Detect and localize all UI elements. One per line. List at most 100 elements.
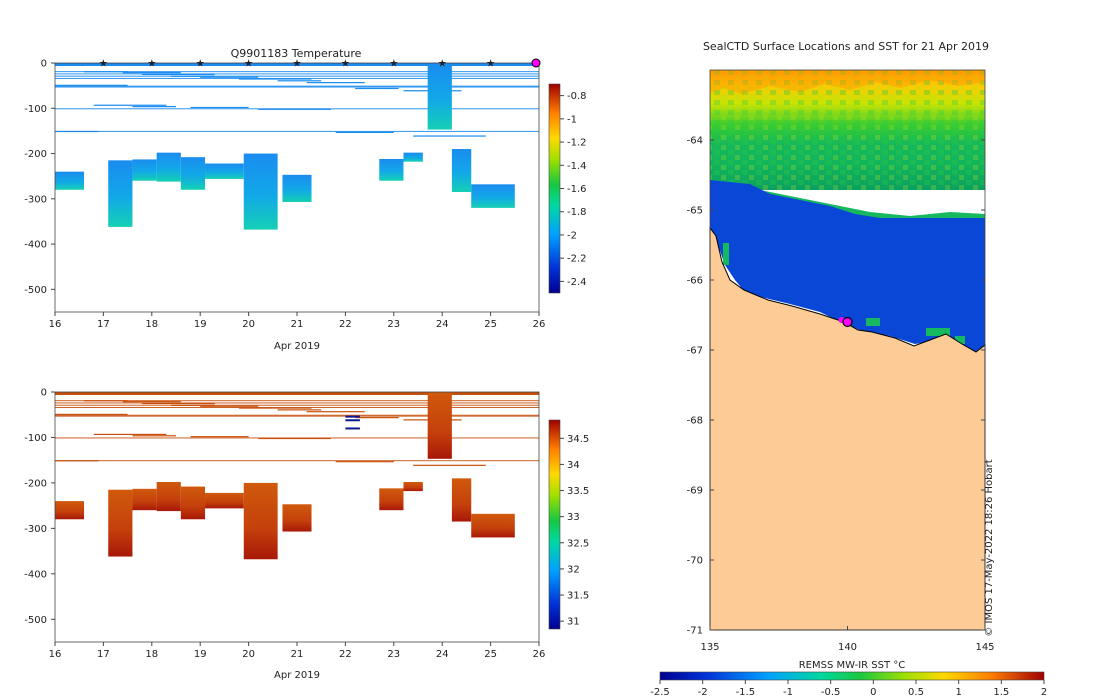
profile-sample bbox=[55, 460, 539, 462]
profile-block bbox=[451, 149, 472, 193]
profile-block bbox=[451, 478, 472, 522]
lon-tick-label: 140 bbox=[838, 642, 857, 653]
sst-colorbar-tick-label: 1.5 bbox=[993, 687, 1009, 698]
sst-colorbar-tick-label: -2.5 bbox=[650, 687, 670, 698]
profile-block bbox=[282, 504, 312, 532]
colorbar-tick-label: 32.5 bbox=[567, 538, 589, 549]
x-tick-label: 23 bbox=[387, 649, 400, 660]
profile-sample bbox=[355, 87, 399, 90]
profile-block bbox=[108, 160, 133, 227]
surface-marker: ★ bbox=[244, 59, 253, 70]
profile-sample bbox=[238, 78, 312, 80]
low-salinity-sample bbox=[345, 419, 360, 422]
salinity-x-axis: 16 17 18 19 20 21 22 23 24 25 26 bbox=[49, 642, 546, 660]
lat-tick-label: -66 bbox=[687, 276, 703, 287]
surface-marker: ★ bbox=[341, 59, 350, 70]
sst-colorbar-tick-label: 0.5 bbox=[908, 687, 924, 698]
surface-layer bbox=[55, 392, 539, 395]
profile-block bbox=[471, 184, 515, 208]
lat-tick-label: -69 bbox=[687, 486, 703, 497]
profile-sample bbox=[55, 75, 539, 77]
low-salinity-sample bbox=[345, 415, 360, 418]
profile-sample bbox=[55, 413, 128, 416]
surface-marker: ★ bbox=[486, 59, 495, 70]
colorbar-tick-label: 31.5 bbox=[567, 591, 589, 602]
sst-texture bbox=[710, 70, 985, 190]
profile-sample bbox=[55, 414, 539, 416]
colorbar-tick-label: -2.4 bbox=[567, 277, 587, 288]
colorbar-tick-label: 34.5 bbox=[567, 434, 589, 445]
x-tick-label: 25 bbox=[484, 319, 497, 330]
profile-block bbox=[132, 159, 157, 181]
profile-block bbox=[471, 513, 515, 538]
sst-colorbar-tick-label: 1 bbox=[955, 687, 961, 698]
colorbar-tick-label: -0.8 bbox=[567, 91, 587, 102]
x-tick-label: 23 bbox=[387, 319, 400, 330]
sst-colorbar-tick-label: 2 bbox=[1041, 687, 1047, 698]
sst-colorbar-label: REMSS MW-IR SST °C bbox=[799, 660, 906, 671]
sst-colorbar-ticks: -2.5 -2 -1.5 -1 -0.5 0 0.5 1 1.5 2 bbox=[650, 680, 1047, 698]
profile-block bbox=[403, 482, 423, 492]
x-tick-label: 17 bbox=[97, 319, 110, 330]
temperature-panel: Q9901183 Temperature 0 -100 -200 -300 -400 -5… bbox=[24, 47, 586, 352]
surface-markers: ★ ★ ★ ★ ★ ★ ★ ★ ★ bbox=[99, 58, 541, 70]
profile-block bbox=[205, 492, 244, 509]
y-tick-label: -200 bbox=[24, 478, 47, 489]
sst-field bbox=[709, 70, 986, 631]
profile-sample bbox=[190, 106, 249, 109]
x-tick-label: 20 bbox=[242, 319, 255, 330]
x-tick-label: 21 bbox=[291, 649, 304, 660]
sst-colorbar-tick-label: -1.5 bbox=[736, 687, 756, 698]
lat-tick-label: -65 bbox=[687, 206, 703, 217]
profile-block bbox=[282, 174, 312, 202]
x-tick-label: 26 bbox=[533, 649, 546, 660]
y-tick-label: -200 bbox=[24, 149, 47, 160]
salinity-colorbar bbox=[548, 419, 561, 630]
antarctic-land bbox=[709, 226, 986, 631]
profile-sample bbox=[190, 436, 249, 438]
salinity-panel: 0 -100 -200 -300 -400 -500 16 17 18 19 20 21 22 23 24… bbox=[24, 388, 589, 682]
profile-block bbox=[55, 171, 85, 190]
profile-sample bbox=[277, 409, 322, 411]
lat-tick-label: -70 bbox=[687, 556, 703, 567]
map-title: SealCTD Surface Locations and SST for 21… bbox=[703, 40, 989, 53]
profile-sample bbox=[55, 77, 539, 79]
lat-tick-label: -67 bbox=[687, 346, 703, 357]
profile-sample bbox=[55, 130, 539, 132]
profile-sample bbox=[306, 82, 365, 84]
temperature-title: Q9901183 Temperature bbox=[231, 47, 362, 60]
profile-sample bbox=[306, 411, 365, 413]
lon-tick-label: 135 bbox=[700, 642, 719, 653]
profile-sample bbox=[238, 407, 312, 409]
profile-sample bbox=[55, 400, 539, 402]
profile-block bbox=[205, 163, 244, 179]
surface-marker: ★ bbox=[389, 59, 398, 70]
profile-sample bbox=[55, 73, 539, 75]
profile-block bbox=[379, 158, 404, 181]
profile-block bbox=[427, 392, 452, 459]
profile-sample bbox=[93, 104, 167, 106]
profile-sample bbox=[55, 71, 539, 73]
x-tick-label: 16 bbox=[49, 319, 62, 330]
profile-sample bbox=[122, 401, 181, 403]
sst-map-panel: SealCTD Surface Locations and SST for 21… bbox=[650, 40, 1047, 698]
salinity-colorbar-ticks: 34.5 34 33.5 33 32.5 32 31.5 31 bbox=[560, 434, 589, 628]
x-tick-label: 19 bbox=[194, 319, 207, 330]
x-tick-label: 19 bbox=[194, 649, 207, 660]
profile-block bbox=[403, 152, 423, 162]
surface-marker: ★ bbox=[196, 59, 205, 70]
credit-text: © IMOS 17-May-2022 18:26 Hobart bbox=[984, 459, 995, 636]
sst-colorbar-tick-label: -1 bbox=[783, 687, 793, 698]
profile-sample bbox=[200, 405, 259, 407]
seal-surface-location bbox=[842, 316, 853, 328]
profile-sample bbox=[355, 417, 399, 419]
lon-tick-label: 145 bbox=[975, 642, 994, 653]
colorbar-tick-label: 31 bbox=[567, 617, 580, 628]
sst-orange-top bbox=[710, 70, 985, 94]
y-tick-label: -100 bbox=[24, 433, 47, 444]
surface-marker: ★ bbox=[147, 59, 156, 70]
end-marker bbox=[531, 58, 541, 68]
lat-tick-label: -71 bbox=[687, 626, 703, 637]
salinity-profiles bbox=[55, 392, 539, 560]
